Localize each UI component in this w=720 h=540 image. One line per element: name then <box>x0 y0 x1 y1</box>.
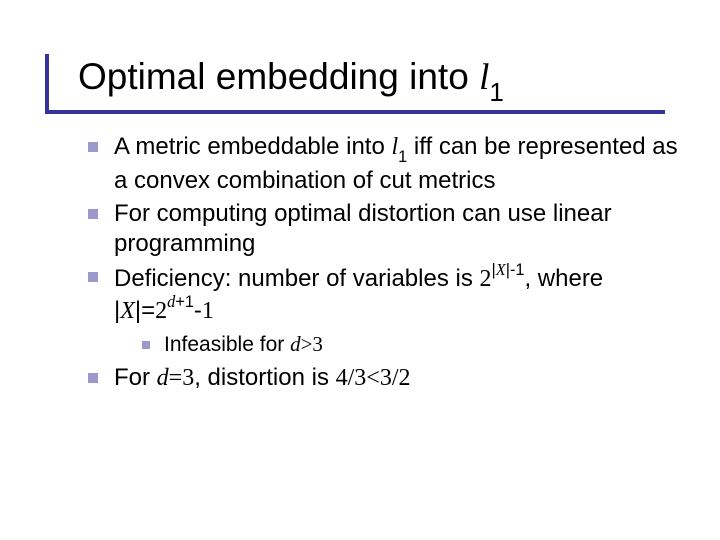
bullet-item: For d=3, distortion is 4/3<3/2 <box>88 363 680 393</box>
bullet-text: Infeasible for d>3 <box>164 332 323 357</box>
bullet-text: For d=3, distortion is 4/3<3/2 <box>114 363 680 393</box>
bullet-marker-icon <box>142 341 150 349</box>
bullet-item: Deficiency: number of variables is 2|X|-… <box>88 262 680 327</box>
accent-bar-horizontal <box>45 110 665 114</box>
slide-title: Optimal embedding into l1 <box>78 56 680 104</box>
bullet-marker-icon <box>88 272 98 282</box>
bullet-text: A metric embeddable into l1 iff can be r… <box>114 132 680 195</box>
bullet-text: Deficiency: number of variables is 2|X|-… <box>114 262 680 327</box>
slide-container: Optimal embedding into l1 A metric embed… <box>0 0 720 540</box>
accent-bar-vertical <box>45 54 49 114</box>
bullet-marker-icon <box>88 373 98 383</box>
bullet-marker-icon <box>88 142 98 152</box>
slide-content: A metric embeddable into l1 iff can be r… <box>88 132 680 393</box>
bullet-text: For computing optimal distortion can use… <box>114 199 680 258</box>
bullet-item: For computing optimal distortion can use… <box>88 199 680 258</box>
bullet-item: A metric embeddable into l1 iff can be r… <box>88 132 680 195</box>
bullet-marker-icon <box>88 209 98 219</box>
bullet-item-sub: Infeasible for d>3 <box>142 332 680 357</box>
